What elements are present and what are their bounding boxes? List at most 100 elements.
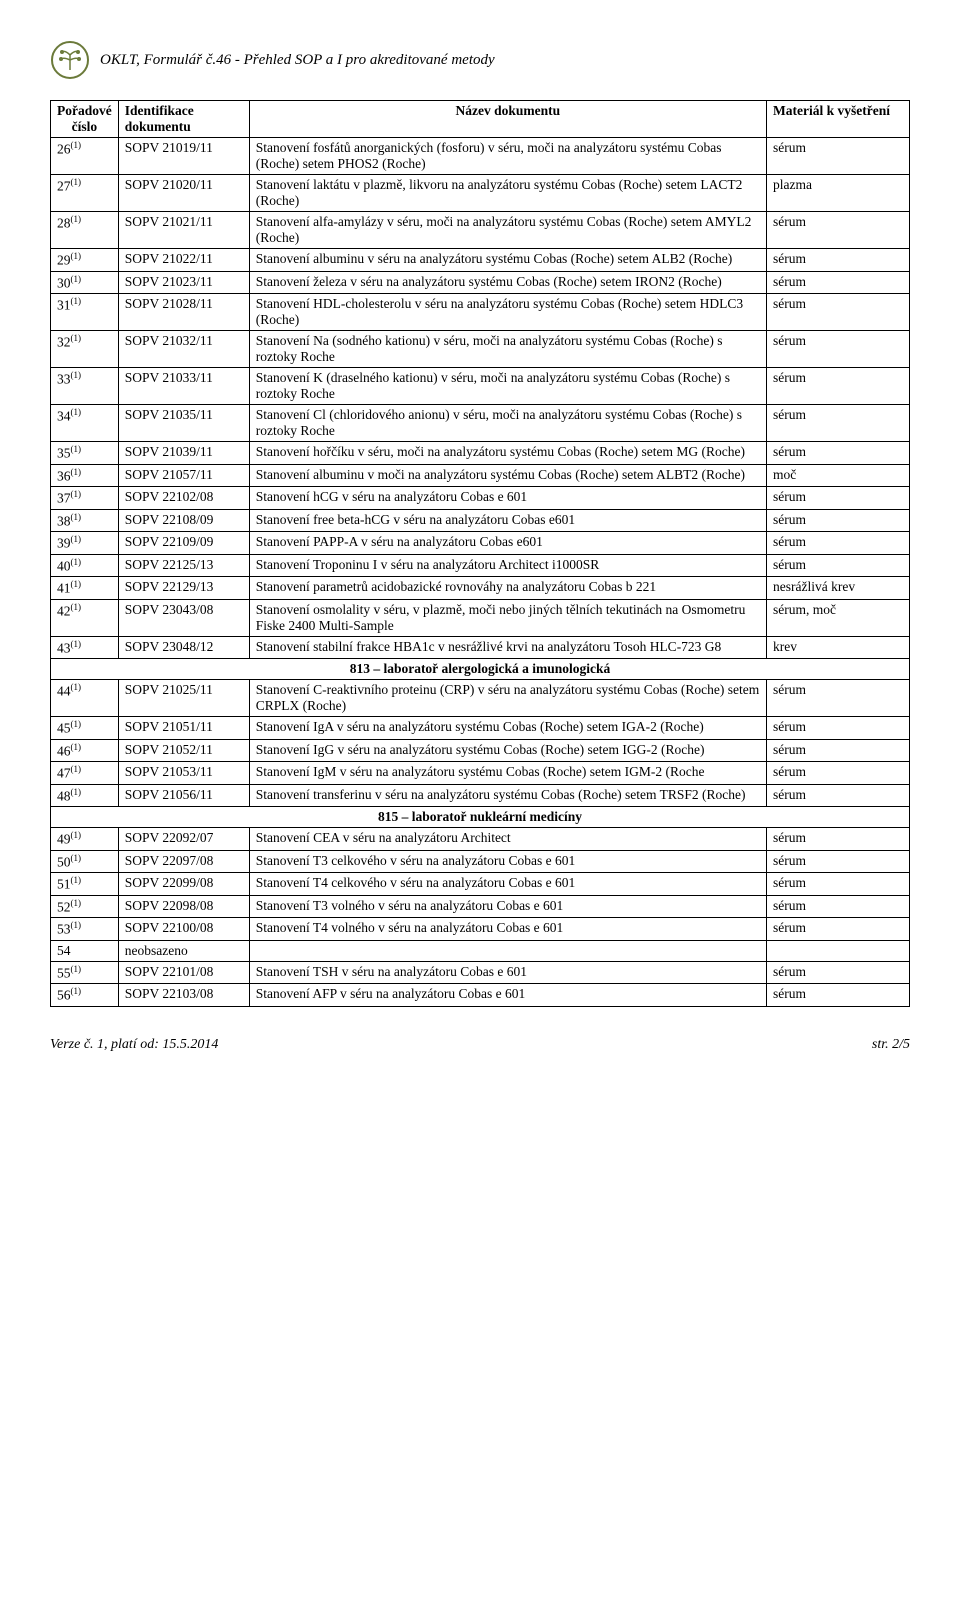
row-number-sup: (1) xyxy=(71,407,82,417)
doc-id: SOPV 21025/11 xyxy=(118,680,249,717)
doc-id: SOPV 22125/13 xyxy=(118,554,249,577)
table-row: 30(1)SOPV 21023/11Stanovení železa v sér… xyxy=(51,271,910,294)
doc-id: SOPV 22097/08 xyxy=(118,850,249,873)
doc-id: SOPV 22101/08 xyxy=(118,961,249,984)
footer-right: str. 2/5 xyxy=(872,1037,910,1053)
table-row: 33(1)SOPV 21033/11Stanovení K (draselnéh… xyxy=(51,368,910,405)
row-number: 48(1) xyxy=(51,784,119,807)
table-row: 56(1)SOPV 22103/08Stanovení AFP v séru n… xyxy=(51,984,910,1007)
row-number-value: 36 xyxy=(57,468,71,483)
row-number: 45(1) xyxy=(51,717,119,740)
doc-name: Stanovení hCG v séru na analyzátoru Coba… xyxy=(249,487,766,510)
material: sérum xyxy=(767,212,910,249)
doc-name: Stanovení K (draselného kationu) v séru,… xyxy=(249,368,766,405)
row-number-value: 33 xyxy=(57,372,71,387)
material: sérum xyxy=(767,138,910,175)
row-number-value: 38 xyxy=(57,513,71,528)
row-number: 28(1) xyxy=(51,212,119,249)
table-row: 31(1)SOPV 21028/11Stanovení HDL-choleste… xyxy=(51,294,910,331)
doc-name: Stanovení laktátu v plazmě, likvoru na a… xyxy=(249,175,766,212)
row-number-value: 41 xyxy=(57,581,71,596)
doc-id: SOPV 21023/11 xyxy=(118,271,249,294)
material: sérum xyxy=(767,368,910,405)
doc-id: SOPV 21022/11 xyxy=(118,249,249,272)
row-number-value: 32 xyxy=(57,335,71,350)
doc-name: Stanovení alfa-amylázy v séru, moči na a… xyxy=(249,212,766,249)
material: plazma xyxy=(767,175,910,212)
row-number-value: 27 xyxy=(57,179,71,194)
material: krev xyxy=(767,636,910,659)
doc-id: SOPV 22092/07 xyxy=(118,828,249,851)
row-number: 39(1) xyxy=(51,532,119,555)
doc-name: Stanovení free beta-hCG v séru na analyz… xyxy=(249,509,766,532)
table-row: 44(1)SOPV 21025/11Stanovení C-reaktivníh… xyxy=(51,680,910,717)
material: sérum xyxy=(767,984,910,1007)
col-1-header: Pořadové xyxy=(57,103,112,118)
doc-name: Stanovení T4 volného v séru na analyzáto… xyxy=(249,918,766,941)
row-number-sup: (1) xyxy=(71,214,82,224)
row-number-value: 56 xyxy=(57,988,71,1003)
doc-name: Stanovení IgA v séru na analyzátoru syst… xyxy=(249,717,766,740)
col-3-header: Název dokumentu xyxy=(456,103,561,118)
table-row: 54neobsazeno xyxy=(51,940,910,961)
row-number: 44(1) xyxy=(51,680,119,717)
doc-id: SOPV 22098/08 xyxy=(118,895,249,918)
table-row: 27(1)SOPV 21020/11Stanovení laktátu v pl… xyxy=(51,175,910,212)
row-number-value: 45 xyxy=(57,721,71,736)
row-number-value: 47 xyxy=(57,766,71,781)
material: sérum xyxy=(767,762,910,785)
row-number-value: 26 xyxy=(57,142,71,157)
row-number: 31(1) xyxy=(51,294,119,331)
table-row: 35(1)SOPV 21039/11Stanovení hořčíku v sé… xyxy=(51,442,910,465)
row-number-sup: (1) xyxy=(71,682,82,692)
row-number-value: 43 xyxy=(57,640,71,655)
row-number: 34(1) xyxy=(51,405,119,442)
doc-name: Stanovení albuminu v séru na analyzátoru… xyxy=(249,249,766,272)
row-number: 29(1) xyxy=(51,249,119,272)
section-header-row: 813 – laboratoř alergologická a imunolog… xyxy=(51,659,910,680)
doc-id: SOPV 21052/11 xyxy=(118,739,249,762)
row-number-sup: (1) xyxy=(71,534,82,544)
table-row: 53(1)SOPV 22100/08Stanovení T4 volného v… xyxy=(51,918,910,941)
doc-name: Stanovení Na (sodného kationu) v séru, m… xyxy=(249,331,766,368)
row-number: 40(1) xyxy=(51,554,119,577)
row-number-value: 37 xyxy=(57,491,71,506)
material xyxy=(767,940,910,961)
row-number-value: 46 xyxy=(57,743,71,758)
row-number: 30(1) xyxy=(51,271,119,294)
row-number: 55(1) xyxy=(51,961,119,984)
row-number: 53(1) xyxy=(51,918,119,941)
row-number-value: 34 xyxy=(57,409,71,424)
material: sérum xyxy=(767,717,910,740)
row-number: 27(1) xyxy=(51,175,119,212)
row-number: 33(1) xyxy=(51,368,119,405)
row-number-sup: (1) xyxy=(71,140,82,150)
doc-name: Stanovení T3 celkového v séru na analyzá… xyxy=(249,850,766,873)
table-row: 26(1)SOPV 21019/11Stanovení fosfátů anor… xyxy=(51,138,910,175)
doc-id: SOPV 21028/11 xyxy=(118,294,249,331)
doc-name: Stanovení albuminu v moči na analyzátoru… xyxy=(249,464,766,487)
doc-name: Stanovení PAPP-A v séru na analyzátoru C… xyxy=(249,532,766,555)
table-row: 45(1)SOPV 21051/11Stanovení IgA v séru n… xyxy=(51,717,910,740)
row-number-sup: (1) xyxy=(71,557,82,567)
table-row: 47(1)SOPV 21053/11Stanovení IgM v séru n… xyxy=(51,762,910,785)
row-number-value: 49 xyxy=(57,832,71,847)
doc-name: Stanovení IgM v séru na analyzátoru syst… xyxy=(249,762,766,785)
table-row: 39(1)SOPV 22109/09Stanovení PAPP-A v sér… xyxy=(51,532,910,555)
row-number: 46(1) xyxy=(51,739,119,762)
row-number: 41(1) xyxy=(51,577,119,600)
doc-name: Stanovení fosfátů anorganických (fosforu… xyxy=(249,138,766,175)
doc-id: SOPV 22109/09 xyxy=(118,532,249,555)
table-row: 51(1)SOPV 22099/08Stanovení T4 celkového… xyxy=(51,873,910,896)
doc-name: Stanovení CEA v séru na analyzátoru Arch… xyxy=(249,828,766,851)
table-row: 55(1)SOPV 22101/08Stanovení TSH v séru n… xyxy=(51,961,910,984)
row-number-value: 48 xyxy=(57,788,71,803)
row-number-sup: (1) xyxy=(71,764,82,774)
table-row: 49(1)SOPV 22092/07Stanovení CEA v séru n… xyxy=(51,828,910,851)
material: sérum xyxy=(767,331,910,368)
doc-name: Stanovení T3 volného v séru na analyzáto… xyxy=(249,895,766,918)
section-header: 815 – laboratoř nukleární medicíny xyxy=(51,807,910,828)
material: sérum xyxy=(767,961,910,984)
material: sérum, moč xyxy=(767,599,910,636)
doc-id: neobsazeno xyxy=(118,940,249,961)
